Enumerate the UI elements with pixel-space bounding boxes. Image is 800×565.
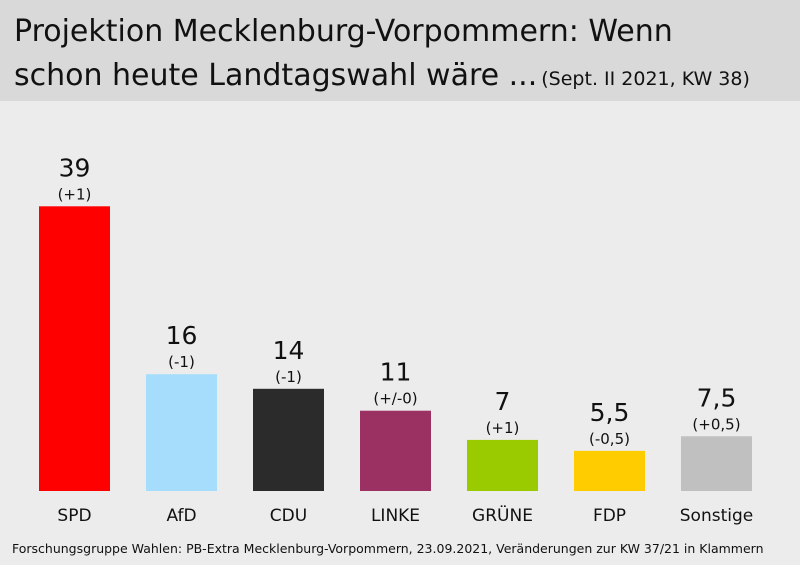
bar-linke xyxy=(360,410,431,491)
value-label-fdp: 5,5 xyxy=(590,398,630,427)
change-label-spd: (+1) xyxy=(58,185,92,203)
chart-title-line-2-text: schon heute Landtagswahl wäre ... xyxy=(14,58,538,93)
category-label-afd: AfD xyxy=(166,506,196,526)
chart-subtitle: (Sept. II 2021, KW 38) xyxy=(541,68,750,90)
value-label-sonstige: 7,5 xyxy=(697,383,737,412)
chart-header: Projektion Mecklenburg-Vorpommern: Wenn … xyxy=(0,0,800,101)
change-label-cdu: (-1) xyxy=(275,368,302,386)
category-label-linke: LINKE xyxy=(371,506,420,526)
category-label-spd: SPD xyxy=(57,506,91,526)
change-label-gr-ne: (+1) xyxy=(486,419,520,437)
bar-afd xyxy=(146,374,217,491)
source-note: Forschungsgruppe Wahlen: PB-Extra Meckle… xyxy=(12,541,764,556)
value-label-linke: 11 xyxy=(380,358,412,387)
change-label-fdp: (-0,5) xyxy=(589,430,630,448)
chart-title-line-1: Projektion Mecklenburg-Vorpommern: Wenn xyxy=(14,14,673,49)
category-label-sonstige: Sonstige xyxy=(680,506,753,526)
bar-cdu xyxy=(253,388,324,491)
change-label-linke: (+/-0) xyxy=(373,390,417,408)
change-label-sonstige: (+0,5) xyxy=(692,415,740,433)
category-label-fdp: FDP xyxy=(593,506,626,526)
bar-fdp xyxy=(574,450,645,491)
bar-sonstige xyxy=(681,436,752,491)
category-label-gr-ne: GRÜNE xyxy=(472,504,533,526)
bar-chart: 39 (+1) SPD 16 (-1) AfD 14 (-1) CDU 11 (+/-0) LINKE… xyxy=(39,153,753,526)
value-label-afd: 16 xyxy=(166,321,198,350)
bar-gr-ne xyxy=(467,439,538,491)
change-label-afd: (-1) xyxy=(168,353,195,371)
category-label-cdu: CDU xyxy=(270,506,307,526)
value-label-cdu: 14 xyxy=(273,336,305,365)
bar-spd xyxy=(39,206,110,492)
value-label-gr-ne: 7 xyxy=(495,387,511,416)
chart-title-line-2: schon heute Landtagswahl wäre ... (Sept. … xyxy=(14,58,750,93)
value-label-spd: 39 xyxy=(59,153,91,182)
